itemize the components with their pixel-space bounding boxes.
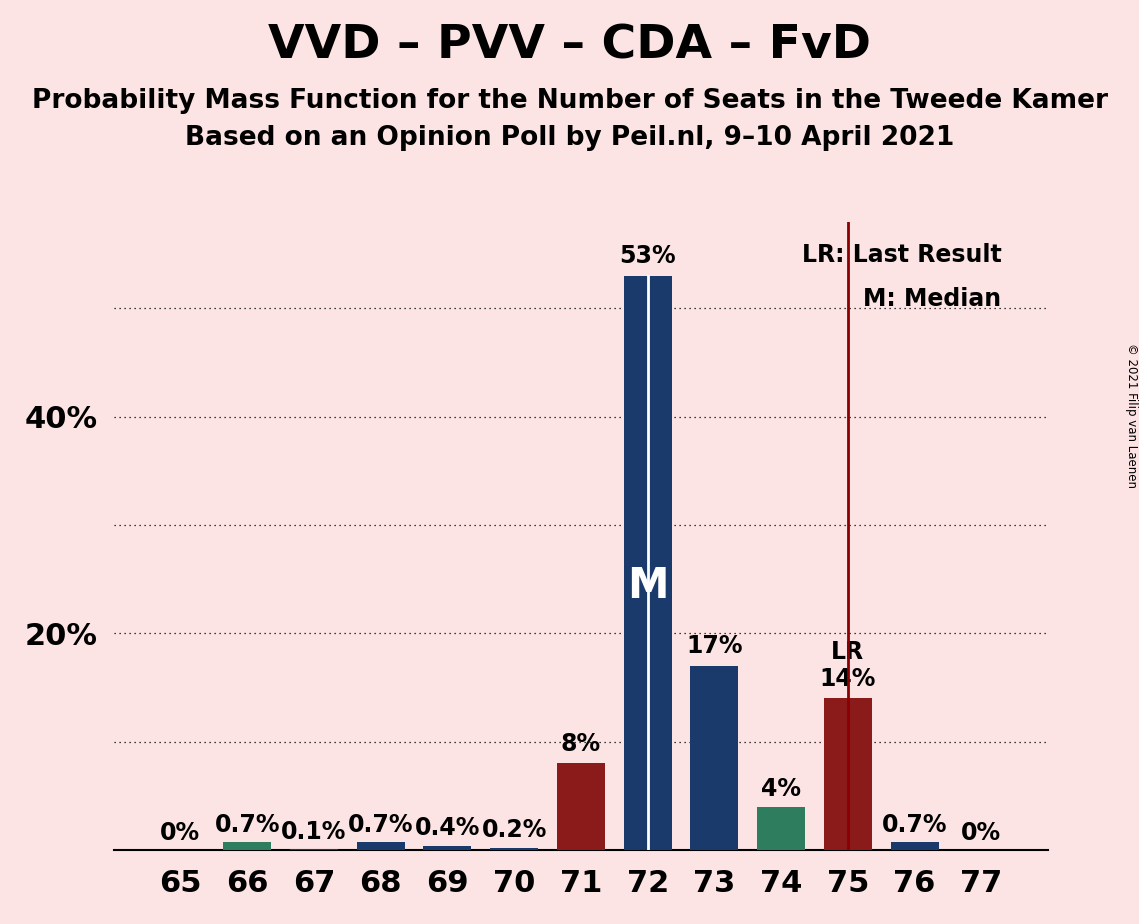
Text: Probability Mass Function for the Number of Seats in the Tweede Kamer: Probability Mass Function for the Number… [32,88,1107,114]
Text: 4%: 4% [761,777,801,801]
Bar [357,843,404,850]
Text: LR: Last Result: LR: Last Result [802,243,1001,267]
Text: 0%: 0% [961,821,1001,845]
Text: 0.7%: 0.7% [347,813,413,837]
Text: 53%: 53% [620,244,675,268]
Bar [690,666,738,850]
Text: 0.2%: 0.2% [482,819,547,843]
Text: 0.7%: 0.7% [882,813,948,837]
Bar [891,843,939,850]
Text: M: Median: M: Median [863,286,1001,310]
Text: 14%: 14% [820,667,876,691]
Text: 17%: 17% [686,635,743,658]
Text: 0.4%: 0.4% [415,816,480,840]
Bar [289,849,338,850]
Bar [424,845,472,850]
Text: Based on an Opinion Poll by Peil.nl, 9–10 April 2021: Based on an Opinion Poll by Peil.nl, 9–1… [185,125,954,151]
Bar [823,699,872,850]
Text: 0%: 0% [161,821,200,845]
Text: 0.7%: 0.7% [214,813,280,837]
Bar [223,843,271,850]
Text: LR: LR [831,639,865,663]
Text: VVD – PVV – CDA – FvD: VVD – PVV – CDA – FvD [268,23,871,68]
Text: 0.1%: 0.1% [281,820,346,844]
Bar [757,807,805,850]
Text: 8%: 8% [560,732,601,756]
Text: M: M [626,565,669,607]
Text: © 2021 Filip van Laenen: © 2021 Filip van Laenen [1124,344,1138,488]
Bar [624,276,672,850]
Bar [557,763,605,850]
Bar [490,848,538,850]
